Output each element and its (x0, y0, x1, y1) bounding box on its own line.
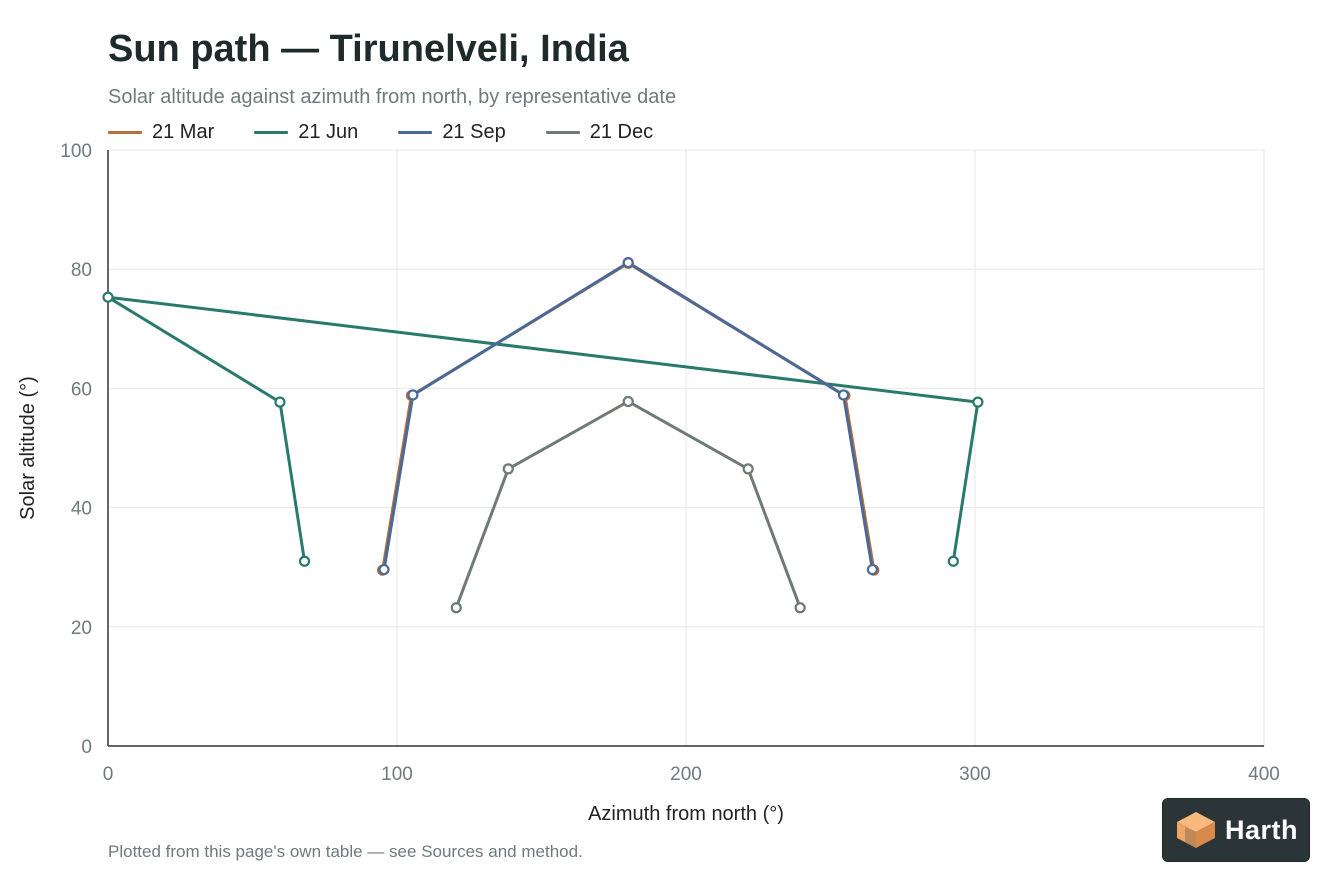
footer-note: Plotted from this page's own table — see… (108, 842, 583, 861)
data-point-21-jun-4 (947, 555, 959, 567)
data-point-21-jun-0 (298, 555, 311, 567)
data-point-21-jun-3 (972, 396, 984, 408)
data-point-21-dec-2 (622, 395, 634, 408)
chart-title: Sun path — Tirunelveli, India (108, 28, 629, 70)
harth-logo-text: Harth (1225, 814, 1299, 845)
y-axis-label: Solar altitude (°) (17, 376, 39, 520)
series-line-21-dec (454, 400, 802, 610)
legend-swatch-21-dec (545, 130, 580, 134)
legend-item-21-jun: 21 Jun (254, 121, 358, 144)
x-axis-label: Azimuth from north (°) (588, 803, 784, 825)
data-point-21-jun-1 (274, 396, 286, 408)
data-point-21-dec-1 (502, 463, 514, 475)
data-point-21-sep-4 (866, 563, 879, 576)
data-point-21-sep-2 (622, 257, 634, 269)
data-point-21-jun-2 (102, 291, 114, 303)
legend-swatch-21-jun (254, 130, 289, 134)
series-line-21-jun (106, 295, 980, 563)
y-tick-label: 0 (81, 737, 92, 758)
x-tick-label: 100 (381, 764, 413, 785)
y-tick-label: 40 (71, 499, 92, 520)
x-tick-label: 200 (670, 764, 702, 785)
legend-item-21-sep: 21 Sep (398, 120, 506, 144)
legend-label-21-dec: 21 Dec (589, 120, 654, 143)
grid-lines (108, 149, 1265, 746)
data-point-21-dec-4 (794, 602, 806, 614)
legend-label-21-sep: 21 Sep (442, 120, 506, 143)
tick-labels: 0 20 40 60 80 100 0 100 200 300 400 (60, 141, 1280, 785)
legend-label-21-mar: 21 Mar (152, 120, 215, 143)
data-point-21-sep-1 (407, 389, 419, 401)
y-tick-label: 100 (60, 141, 92, 162)
data-point-21-dec-3 (742, 463, 754, 475)
chart-subtitle: Solar altitude against azimuth from nort… (108, 86, 677, 108)
y-tick-label: 20 (71, 618, 92, 639)
y-tick-label: 60 (71, 379, 92, 400)
legend-item-21-dec: 21 Dec (545, 120, 654, 144)
data-point-21-sep-3 (837, 389, 850, 401)
y-tick-label: 80 (71, 260, 92, 281)
data-point-21-dec-0 (450, 602, 462, 614)
harth-cube-icon (1177, 812, 1215, 848)
series-line-21-sep (382, 261, 874, 572)
legend-item-21-mar: 21 Mar (108, 121, 214, 144)
chart-legend: 21 Mar 21 Jun 21 Sep 21 Dec (108, 120, 693, 144)
series-points (102, 257, 984, 614)
x-tick-label: 400 (1248, 764, 1280, 785)
legend-label-21-jun: 21 Jun (298, 120, 359, 143)
x-tick-label: 0 (103, 764, 114, 785)
x-tick-label: 300 (959, 764, 991, 785)
harth-logo: Harth (1162, 798, 1310, 862)
axes (107, 150, 1264, 747)
legend-swatch-21-sep (398, 130, 433, 134)
series-lines (106, 261, 980, 610)
legend-swatch-21-mar (108, 130, 142, 134)
data-point-21-sep-0 (378, 563, 390, 576)
series-line-21-mar (381, 261, 876, 572)
